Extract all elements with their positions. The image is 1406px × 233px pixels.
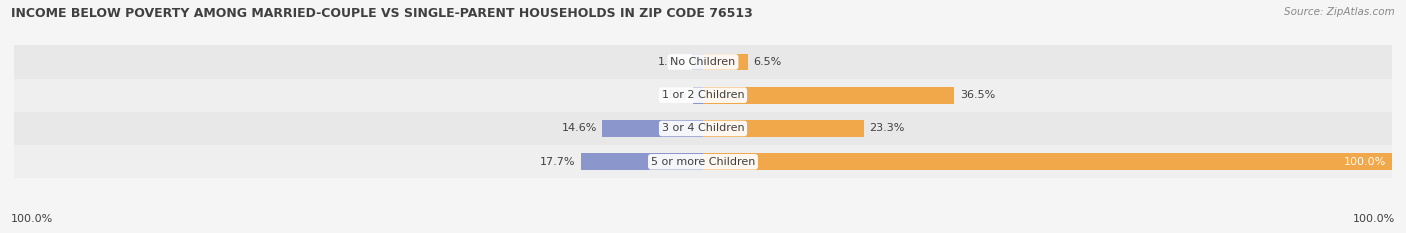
Bar: [693, 87, 703, 103]
Text: 1 or 2 Children: 1 or 2 Children: [662, 90, 744, 100]
Text: 100.0%: 100.0%: [1353, 214, 1395, 224]
Bar: [703, 154, 1392, 170]
Text: 36.5%: 36.5%: [960, 90, 995, 100]
Text: 1.6%: 1.6%: [658, 57, 686, 67]
Bar: [581, 154, 703, 170]
Text: 1.5%: 1.5%: [659, 90, 688, 100]
Text: 100.0%: 100.0%: [11, 214, 53, 224]
Bar: [703, 87, 955, 103]
Bar: [14, 145, 1392, 178]
Text: Source: ZipAtlas.com: Source: ZipAtlas.com: [1284, 7, 1395, 17]
Bar: [602, 120, 703, 137]
Legend: Married Couples, Single Parents: Married Couples, Single Parents: [583, 230, 823, 233]
Text: 14.6%: 14.6%: [561, 123, 598, 134]
Text: INCOME BELOW POVERTY AMONG MARRIED-COUPLE VS SINGLE-PARENT HOUSEHOLDS IN ZIP COD: INCOME BELOW POVERTY AMONG MARRIED-COUPL…: [11, 7, 754, 20]
Bar: [703, 54, 748, 70]
Bar: [692, 54, 703, 70]
Bar: [703, 120, 863, 137]
Text: 17.7%: 17.7%: [540, 157, 575, 167]
Text: No Children: No Children: [671, 57, 735, 67]
Bar: [14, 45, 1392, 79]
Text: 5 or more Children: 5 or more Children: [651, 157, 755, 167]
Bar: [14, 112, 1392, 145]
Text: 3 or 4 Children: 3 or 4 Children: [662, 123, 744, 134]
Text: 23.3%: 23.3%: [869, 123, 904, 134]
Text: 6.5%: 6.5%: [754, 57, 782, 67]
Text: 100.0%: 100.0%: [1344, 157, 1386, 167]
Bar: [14, 79, 1392, 112]
